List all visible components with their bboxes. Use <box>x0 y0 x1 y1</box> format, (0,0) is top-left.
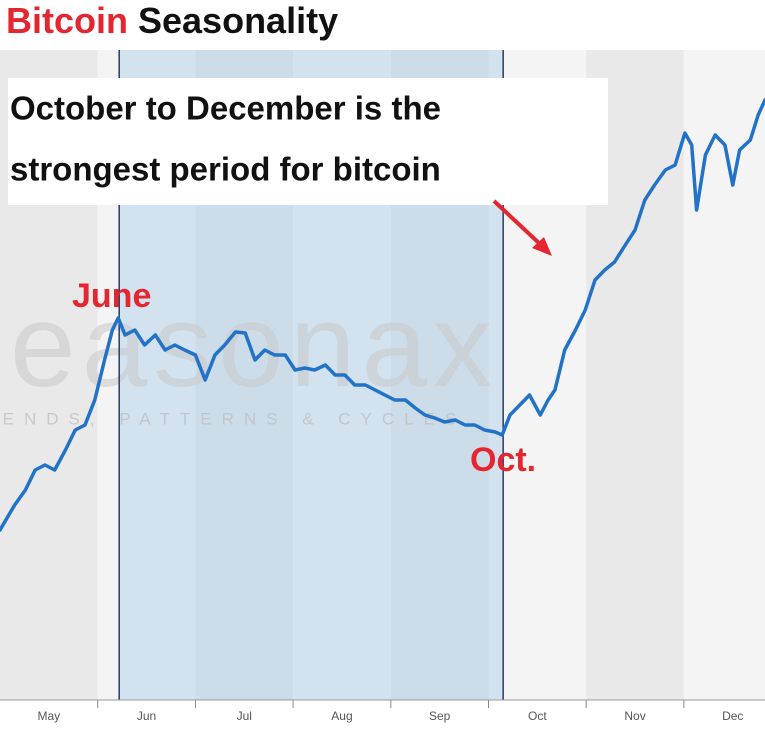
x-tick-label: Sep <box>429 709 451 723</box>
plot: May Jun Jul Aug Sep Oct Nov Dec <box>0 50 765 733</box>
watermark-text: seasonax <box>0 280 498 412</box>
x-axis-band <box>0 700 765 733</box>
x-tick-label: Jul <box>237 709 252 723</box>
x-tick-label: Aug <box>331 709 352 723</box>
x-tick-label: Nov <box>624 709 645 723</box>
month-stripe <box>683 50 765 700</box>
x-tick-label: Dec <box>722 709 743 723</box>
header-band <box>0 0 765 50</box>
title-rest: Seasonality <box>138 0 338 41</box>
start-label: June <box>72 277 151 315</box>
title-highlight: Bitcoin <box>6 0 128 41</box>
x-tick-label: Oct <box>528 709 547 723</box>
x-tick-label: May <box>38 709 61 723</box>
arrow-shaft <box>492 199 542 246</box>
line-series <box>0 98 765 532</box>
annotation-line: October to December is the <box>10 90 441 127</box>
x-tick-label: Jun <box>137 709 156 723</box>
arrow-head <box>532 237 552 256</box>
watermark-subtitle: TRENDS, PATTERNS & CYCLES <box>0 409 466 428</box>
annotation-line: strongest period for bitcoin <box>10 151 441 188</box>
annotation-box <box>8 78 608 205</box>
end-label: Oct. <box>470 441 536 479</box>
watermark: seasonax TRENDS, PATTERNS & CYCLES <box>0 280 498 428</box>
chart-title: Bitcoin Seasonality <box>6 0 338 41</box>
